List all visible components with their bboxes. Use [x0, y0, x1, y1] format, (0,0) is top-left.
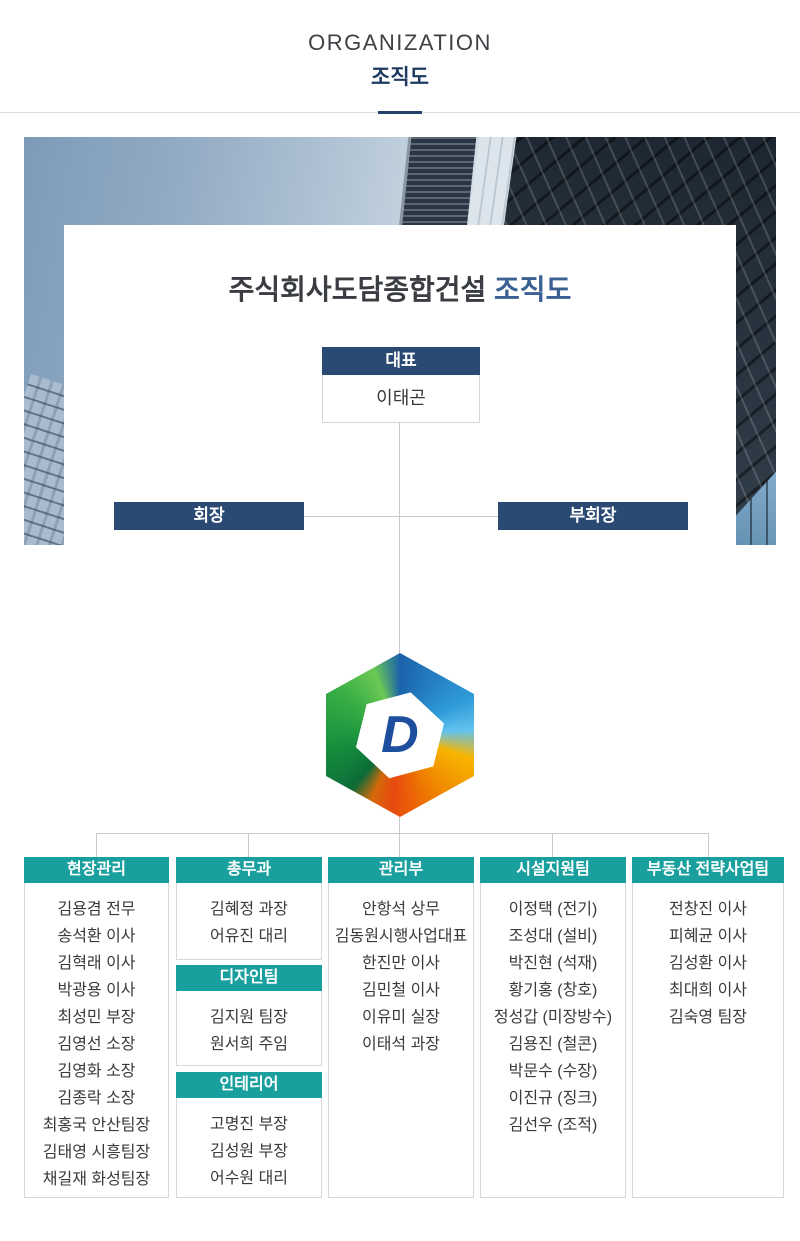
member-name: 최홍국 안산팀장: [42, 1117, 151, 1134]
dept-header: 부동산 전략사업팀: [632, 857, 784, 883]
member-name: 전창진 이사: [668, 901, 748, 918]
header-divider-accent: [378, 111, 422, 114]
member-name: 김성원 부장: [209, 1143, 289, 1160]
ceo-title: 대표: [322, 347, 480, 375]
drop-line-4: [552, 833, 553, 857]
dept-facility-support: 시설지원팀 이정택 (전기) 조성대 (설비) 박진현 (석재) 황기홍 (창호) 정성…: [480, 857, 626, 1198]
member-name: 박진현 (석재): [508, 955, 598, 972]
member-name: 채길재 화성팀장: [42, 1171, 151, 1188]
member-name: 김혜정 과장: [209, 901, 289, 918]
member-name: 정성갑 (미장방수): [493, 1009, 613, 1026]
member-name: 안항석 상무: [361, 901, 441, 918]
dept-header: 디자인팀: [176, 965, 322, 991]
member-name: 박광용 이사: [57, 982, 136, 999]
member-name: 한진만 이사: [361, 955, 441, 972]
drop-line-5: [708, 833, 709, 857]
member-name: 황기홍 (창호): [508, 982, 598, 999]
ceo-box: 대표 이태곤: [322, 347, 480, 423]
member-name: 이정택 (전기): [508, 901, 598, 918]
member-name: 이진규 (징크): [508, 1090, 598, 1107]
drop-line-2: [248, 833, 249, 857]
dept-header: 총무과: [176, 857, 322, 883]
member-name: 조성대 (설비): [508, 928, 598, 945]
member-name: 최성민 부장: [57, 1009, 136, 1026]
member-name: 김민철 이사: [361, 982, 441, 999]
section-eyebrow: ORGANIZATION: [308, 30, 492, 55]
member-name: 김영선 소장: [57, 1036, 136, 1053]
dept-header: 인테리어: [176, 1072, 322, 1098]
chart-title-company: 주식회사도담종합건설: [228, 274, 487, 305]
page-title: 조직도: [371, 66, 429, 89]
member-name: 피혜균 이사: [668, 928, 748, 945]
member-name: 어수원 대리: [209, 1170, 289, 1187]
chairman-horizontal-line: [304, 516, 498, 517]
member-name: 김지원 팀장: [209, 1009, 289, 1026]
company-logo: D: [326, 653, 474, 817]
member-name: 고명진 부장: [209, 1116, 289, 1133]
member-name: 김종락 소장: [57, 1090, 136, 1107]
drop-line-1: [96, 833, 97, 857]
member-name: 김용진 (철콘): [508, 1036, 598, 1053]
member-name: 김숙영 팀장: [668, 1009, 748, 1026]
ceo-name: 이태곤: [322, 375, 480, 423]
member-name: 김영화 소장: [57, 1063, 136, 1080]
member-name: 김태영 시흥팀장: [42, 1144, 151, 1161]
logo-letter: D: [381, 705, 419, 764]
chart-title-suffix: 조직도: [494, 274, 572, 305]
member-name: 김성환 이사: [668, 955, 748, 972]
member-name: 이태석 과장: [361, 1036, 441, 1053]
chairman-box: 회장: [114, 502, 304, 530]
center-vertical-line: [399, 423, 400, 833]
member-name: 박문수 (수장): [508, 1063, 598, 1080]
member-name: 송석환 이사: [57, 928, 136, 945]
dept-member-list: 이정택 (전기) 조성대 (설비) 박진현 (석재) 황기홍 (창호) 정성갑 (미장방…: [480, 883, 626, 1198]
member-name: 김혁래 이사: [57, 955, 136, 972]
member-name: 김선우 (조적): [508, 1117, 598, 1134]
dept-header: 관리부: [328, 857, 474, 883]
member-name: 어유진 대리: [209, 928, 289, 945]
vice-chairman-box: 부회장: [498, 502, 688, 530]
chart-title: 주식회사도담종합건설 조직도: [0, 268, 800, 308]
member-name: 최대희 이사: [668, 982, 748, 999]
departments-horizontal-line: [96, 833, 709, 834]
dept-header: 시설지원팀: [480, 857, 626, 883]
drop-line-3: [399, 833, 400, 857]
dept-header: 현장관리: [24, 857, 169, 883]
member-name: 김동원시행사업대표: [334, 928, 468, 945]
member-name: 이유미 실장: [361, 1009, 441, 1026]
member-name: 원서희 주임: [209, 1036, 289, 1053]
member-name: 김용겸 전무: [57, 901, 136, 918]
